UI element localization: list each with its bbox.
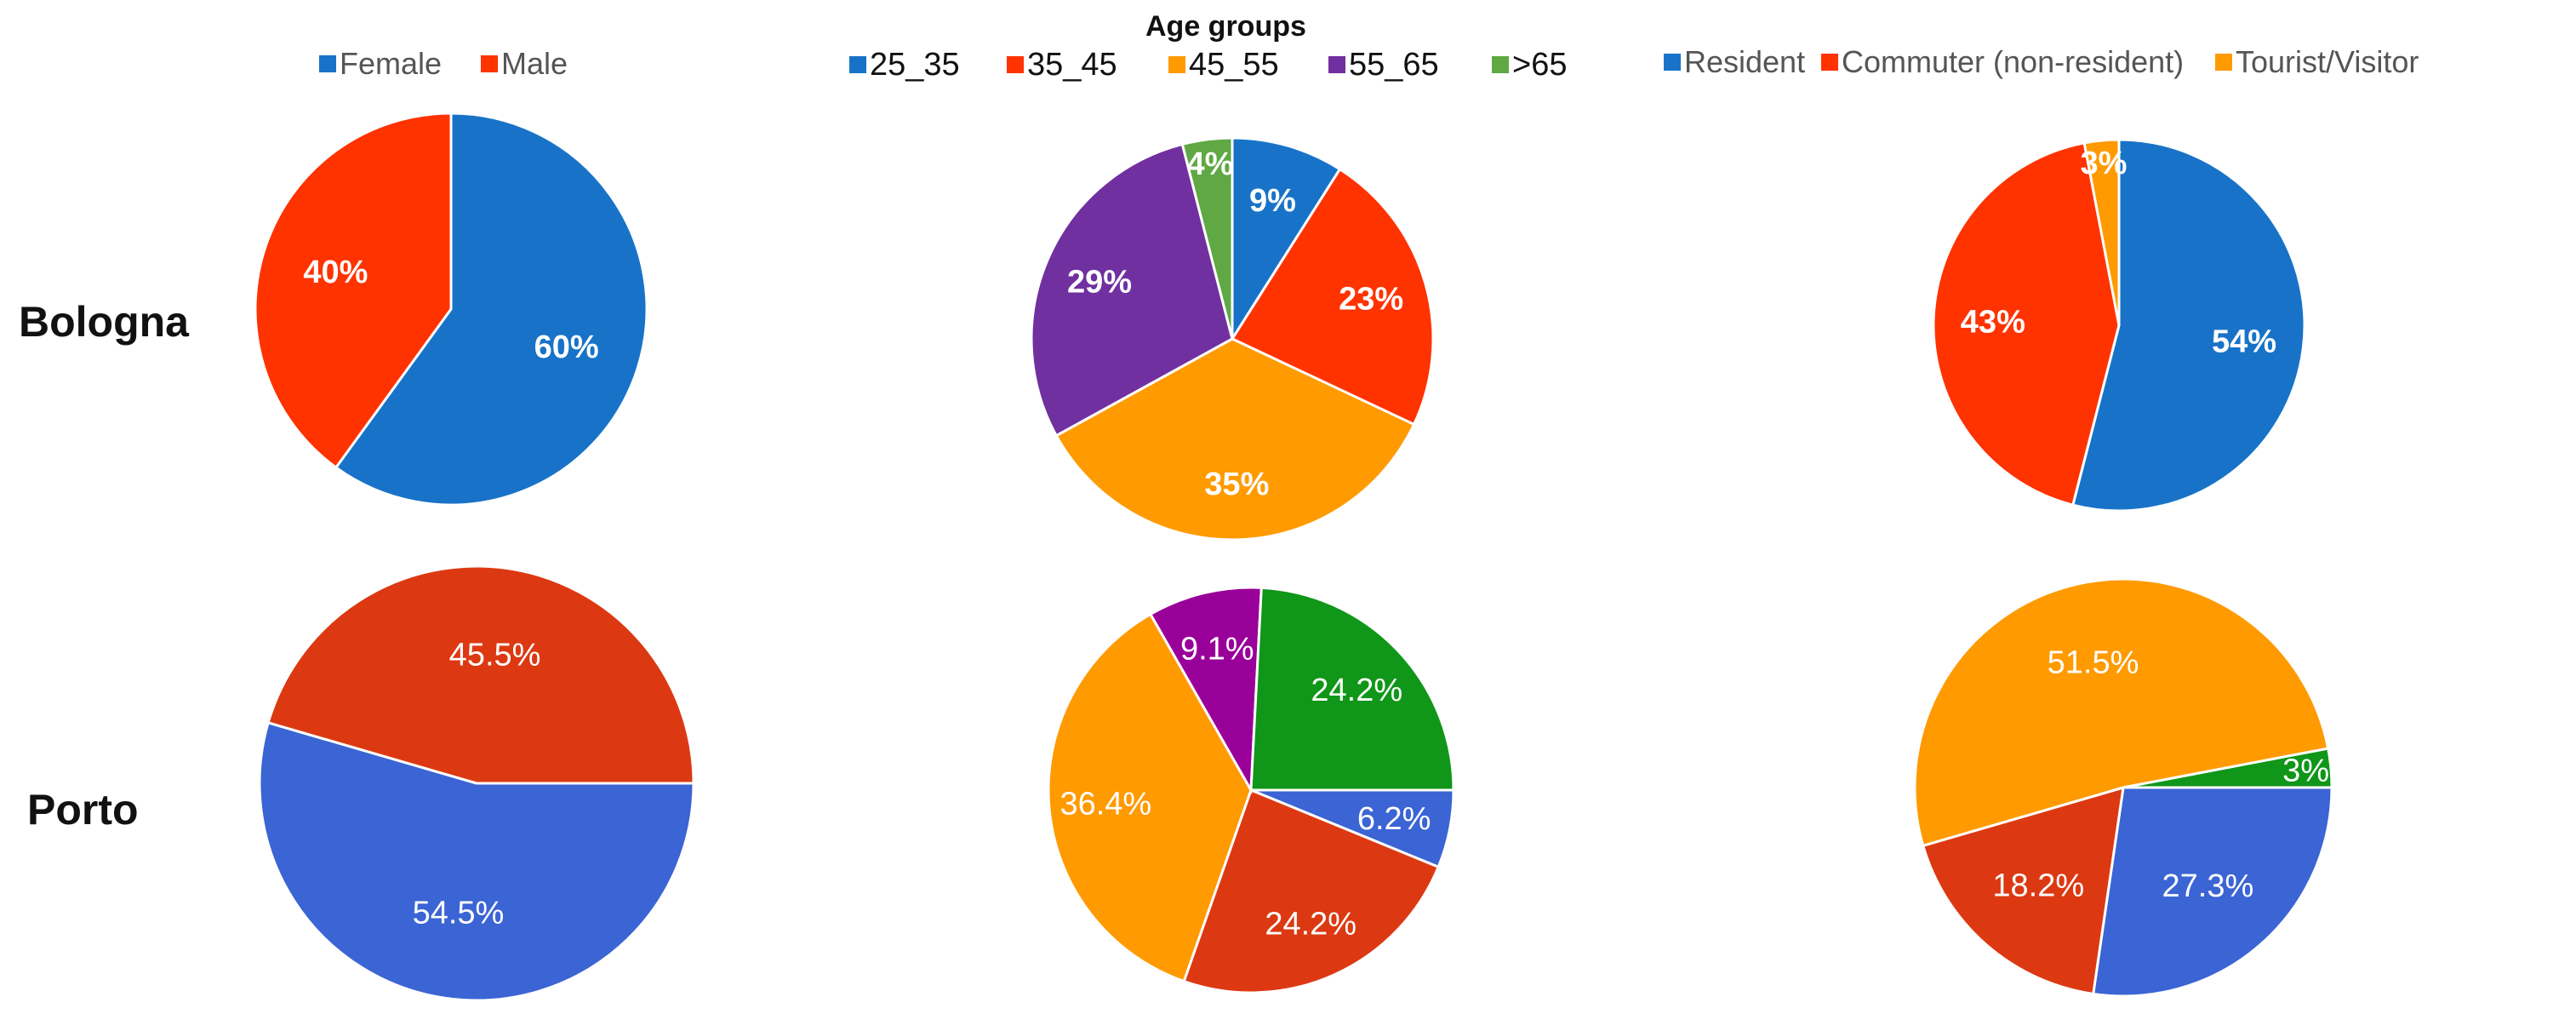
pie-slice-35-45 (1230, 167, 1435, 427)
pie-slice-female (258, 720, 695, 1002)
charts-layer: Female Male 60% 40% Age groups 25_35 35_45 45_5… (254, 10, 2419, 1002)
pie-chart-1: Female Male 60% 40% (254, 46, 648, 507)
legend-swatch-commuter-non-resident (1821, 54, 1838, 71)
pie-chart-3: Resident Commuter (non-resident) Tourist/V… (1664, 44, 2419, 513)
legend-swatch-tourist-visitor (2215, 54, 2232, 71)
legend-swatch-resident (1664, 54, 1681, 71)
legend-swatch-55-65 (1328, 56, 1345, 73)
legend-swatch-female (319, 55, 336, 72)
slice-label-45-55: 35% (1204, 467, 1269, 502)
slice-label-65: 24.2% (1311, 673, 1402, 708)
slice-label-male: 45.5% (449, 638, 541, 673)
pie-slice-tourist-visitor (2082, 138, 2121, 326)
pie-slice-resident (2092, 786, 2333, 998)
legend-label-commuter-non-resident: Commuter (non-resident) (1842, 44, 2184, 79)
pie-slice-commuter-non-resident (1932, 141, 2121, 507)
legend-swatch-65 (1492, 56, 1509, 73)
pie-slice-45-55 (1054, 337, 1416, 541)
chart-title: Age groups (1145, 10, 1306, 43)
pie-slice-commuter-non-resident (1921, 785, 2125, 996)
legend-label-female: Female (340, 46, 442, 81)
pie-chart-2: Age groups 25_35 35_45 45_55 55_65 >65 9% 23% 35… (849, 10, 1567, 541)
row-label-porto: Porto (27, 786, 139, 834)
slice-label-commuter-non-resident: 43% (1961, 304, 2025, 340)
slice-label-35-45: 24.2% (1265, 906, 1357, 942)
legend-label-tourist-visitor: Tourist/Visitor (2236, 44, 2419, 79)
pie-slice-55-65 (1148, 586, 1263, 795)
pie-chart-5: 6.2% 24.2% 36.4% 9.1% 24.2% (1047, 586, 1455, 994)
legend: Female Male (319, 46, 568, 81)
slice-label-resident: 54% (2212, 324, 2276, 360)
legend-swatch-45-55 (1168, 56, 1185, 73)
pie-slice-65 (1180, 136, 1234, 340)
legend-label-resident: Resident (1684, 44, 1805, 79)
legend-swatch-35-45 (1007, 56, 1024, 73)
slice-label-45-55: 36.4% (1060, 787, 1151, 822)
slice-label-female: 54.5% (413, 895, 505, 931)
legend: 25_35 35_45 45_55 55_65 >65 (849, 47, 1567, 83)
pie-slice-55-65 (1030, 142, 1234, 438)
legend-label-25-35: 25_35 (870, 47, 960, 83)
pie-slice-65 (1249, 586, 1455, 792)
pie-slice-female (334, 112, 648, 507)
slice-label-tourist-visitor: 3% (2080, 146, 2127, 181)
legend-label-65: >65 (1512, 47, 1567, 83)
slice-label-female: 60% (534, 329, 599, 365)
legend-label-male: Male (501, 46, 568, 81)
pie-slice-25-35 (1231, 136, 1342, 344)
slice-label-25-35: 9% (1249, 183, 1296, 219)
pie-chart-4: 54.5% 45.5% (258, 564, 695, 1002)
slice-label-resident: 27.3% (2162, 868, 2254, 904)
slice-label-commuter-non-resident: 18.2% (1992, 868, 2084, 904)
pie-slice-3 (2122, 747, 2333, 789)
slice-label-25-35: 6.2% (1357, 801, 1431, 837)
slice-label-male: 40% (303, 255, 368, 290)
slice-label-3: 3% (2282, 753, 2329, 789)
legend-label-35-45: 35_45 (1027, 47, 1117, 83)
pie-slice-35-45 (1182, 788, 1441, 994)
slice-label-65: 4% (1187, 146, 1234, 182)
legend-swatch-male (481, 55, 498, 72)
pie-slice-male (254, 112, 453, 470)
legend-swatch-25-35 (849, 56, 866, 73)
pie-slice-tourist-visitor (1913, 577, 2330, 848)
slice-label-35-45: 23% (1339, 282, 1403, 318)
legend-label-55-65: 55_65 (1349, 47, 1439, 83)
pie-slice-male (266, 564, 695, 785)
slice-label-tourist-visitor: 51.5% (2048, 644, 2139, 680)
slice-label-55-65: 29% (1067, 265, 1132, 301)
pie-slice-resident (2071, 138, 2306, 513)
pie-chart-6: 27.3% 18.2% 51.5% 3% (1913, 577, 2333, 998)
row-label-bologna: Bologna (19, 298, 190, 346)
pie-slice-45-55 (1047, 612, 1253, 983)
slice-label-55-65: 9.1% (1180, 631, 1254, 667)
legend: Resident Commuter (non-resident) Tourist/V… (1664, 44, 2419, 79)
legend-label-45-55: 45_55 (1189, 47, 1279, 83)
